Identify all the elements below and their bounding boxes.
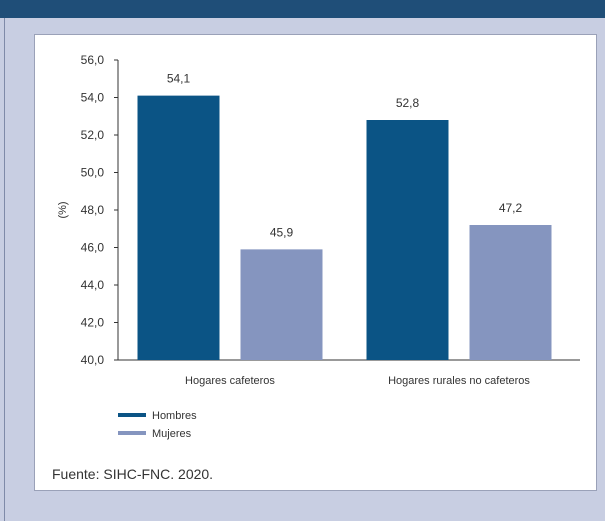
left-rule: [4, 18, 5, 521]
legend-label: Mujeres: [152, 428, 192, 440]
y-axis: 40,0 42,0 44,0 46,0 48,0 50,0 52,0 54,0 56,0: [81, 53, 119, 367]
legend-swatch-mujeres: [118, 431, 146, 435]
y-tick-label: 48,0: [81, 203, 105, 217]
y-tick-label: 40,0: [81, 353, 105, 367]
data-labels: 54,1 45,9 52,8 47,2: [167, 72, 523, 240]
bars: [137, 95, 552, 360]
bar-hombres-2: [366, 120, 449, 360]
y-tick-label: 42,0: [81, 316, 105, 330]
category-label: Hogares rurales no cafeteros: [388, 375, 530, 387]
legend-swatch-hombres: [118, 413, 146, 417]
data-label: 54,1: [167, 72, 191, 86]
y-tick-label: 56,0: [81, 53, 105, 67]
y-tick-label: 46,0: [81, 241, 105, 255]
bar-hombres-1: [137, 95, 220, 360]
data-label: 52,8: [396, 96, 420, 110]
category-labels: Hogares cafeteros Hogares rurales no cafe…: [185, 375, 530, 387]
bar-mujeres-2: [469, 225, 552, 360]
legend: Hombres Mujeres: [118, 410, 197, 440]
category-label: Hogares cafeteros: [185, 375, 275, 387]
bar-mujeres-1: [240, 249, 323, 360]
legend-label: Hombres: [152, 410, 197, 422]
source-note: Fuente: SIHC-FNC. 2020.: [52, 466, 214, 482]
y-tick-label: 50,0: [81, 166, 105, 180]
header-bar: [0, 0, 605, 18]
y-axis-label: (%): [57, 201, 69, 218]
y-tick-label: 52,0: [81, 128, 105, 142]
data-label: 47,2: [499, 201, 523, 215]
y-tick-label: 54,0: [81, 91, 105, 105]
data-label: 45,9: [270, 225, 294, 239]
y-tick-label: 44,0: [81, 278, 105, 292]
